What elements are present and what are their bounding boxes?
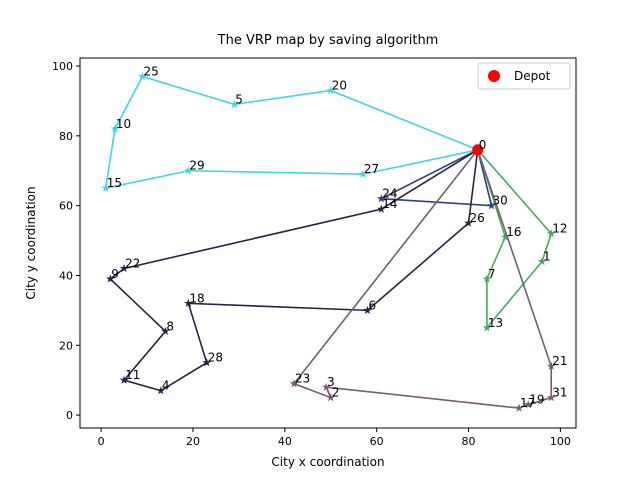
depot-marker (472, 144, 484, 156)
city-marker (524, 400, 533, 409)
city-marker (106, 274, 115, 283)
city-label: 1 (543, 250, 551, 264)
city-label: 4 (162, 379, 170, 393)
y-tick-label: 40 (59, 269, 73, 282)
city-label: 26 (470, 211, 485, 225)
y-tick-label: 0 (66, 409, 73, 422)
y-tick-label: 80 (59, 130, 73, 143)
city-marker (202, 358, 211, 367)
city-label: 19 (529, 393, 544, 407)
city-label: 13 (488, 316, 503, 330)
city-label: 24 (382, 187, 397, 201)
city-label: 28 (208, 351, 223, 365)
city-marker (363, 305, 372, 314)
city-marker (184, 166, 193, 175)
city-label: 6 (368, 298, 376, 312)
city-label: 11 (125, 368, 140, 382)
city-label: 3 (327, 375, 335, 389)
city-marker (184, 298, 193, 307)
city-marker (377, 204, 386, 213)
city-marker (546, 361, 556, 370)
city-label: 20 (332, 78, 347, 92)
city-label: 30 (492, 194, 507, 208)
city-label: 12 (552, 222, 567, 236)
x-tick-label: 80 (462, 435, 476, 448)
city-label: 7 (488, 267, 496, 281)
city-label: 0 (479, 138, 487, 152)
chart-title: The VRP map by saving algorithm (217, 33, 439, 48)
plot-frame (79, 57, 577, 429)
city-label: 14 (382, 197, 397, 211)
city-label: 16 (506, 225, 521, 239)
city-label: 18 (189, 291, 204, 305)
city-marker (161, 326, 170, 335)
route-line (104, 75, 479, 190)
city-marker (119, 375, 129, 384)
y-tick-label: 20 (59, 339, 73, 352)
city-label: 27 (364, 162, 379, 176)
city-marker (482, 274, 492, 283)
x-tick-label: 20 (186, 435, 200, 448)
city-marker (156, 386, 166, 395)
city-label: 15 (107, 176, 122, 190)
city-label: 9 (111, 267, 119, 281)
y-tick-label: 60 (59, 200, 73, 213)
city-label: 2 (332, 386, 340, 400)
city-marker (501, 232, 510, 241)
y-tick-label: 100 (52, 60, 73, 73)
x-tick-label: 40 (278, 435, 292, 448)
city-label: 22 (125, 256, 140, 270)
city-label: 31 (552, 386, 567, 400)
city-marker (110, 124, 120, 133)
city-marker (101, 183, 110, 192)
x-tick-label: 60 (370, 435, 384, 448)
legend-marker (488, 70, 500, 82)
city-label: 10 (116, 117, 131, 131)
city-label: 21 (552, 354, 567, 368)
city-label: 17 (520, 396, 535, 410)
city-marker (464, 218, 473, 227)
city-label: 23 (295, 372, 310, 386)
route-line (109, 149, 479, 392)
city-label: 25 (143, 65, 158, 79)
city-marker (487, 201, 496, 210)
city-marker (326, 86, 335, 95)
x-tick-label: 100 (550, 435, 571, 448)
city-marker (358, 169, 368, 178)
city-marker (289, 379, 299, 388)
y-axis-label: City y coordination (24, 186, 38, 299)
city-marker (546, 393, 556, 402)
city-marker (377, 194, 386, 203)
city-marker (321, 382, 331, 391)
city-label: 29 (189, 159, 204, 173)
legend-box (477, 62, 571, 90)
city-marker (230, 99, 239, 109)
city-marker (119, 264, 129, 273)
city-marker (537, 257, 547, 266)
city-marker (326, 393, 335, 402)
city-marker (138, 72, 147, 81)
city-marker (514, 403, 524, 412)
x-tick-label: 0 (98, 435, 105, 448)
city-marker (546, 229, 556, 238)
city-marker (482, 323, 492, 332)
legend-label: Depot (514, 69, 551, 83)
city-label: 8 (166, 319, 174, 333)
city-label: 5 (235, 92, 243, 106)
x-axis-label: City x coordination (271, 455, 384, 469)
